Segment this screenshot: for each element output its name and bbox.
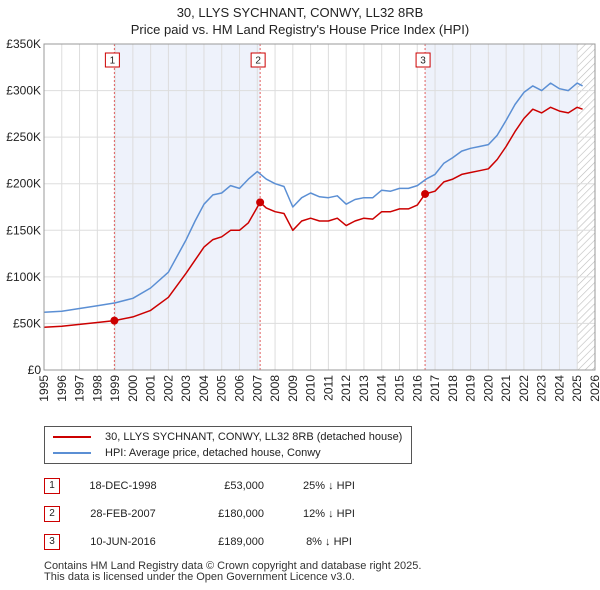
sale-number-badge: 2 (44, 506, 60, 522)
sale-hpi-delta: 8% ↓ HPI (306, 536, 352, 548)
x-tick-label: 2018 (446, 375, 460, 402)
shade-period-2 (425, 44, 578, 370)
x-tick-label: 2009 (286, 375, 300, 402)
y-tick-label: £200K (6, 177, 41, 191)
x-axis-ticks: 1995 1996 1997 1998 1999 2000 2001 2002 2003 2004… (37, 375, 600, 402)
sale-row: 1 18-DEC-1998 £53,000 25% ↓ HPI (44, 474, 444, 502)
sale-price: £189,000 (218, 536, 264, 548)
x-tick-label: 2020 (481, 375, 495, 402)
title-line-2: Price paid vs. HM Land Registry's House … (130, 22, 470, 37)
sale-price: £180,000 (218, 508, 264, 520)
hpi-series-line (43, 82, 583, 314)
y-tick-label: £100K (6, 270, 41, 284)
legend-label-hpi: HPI: Average price, detached house, Conw… (105, 447, 321, 459)
sale-date: 18-DEC-1998 (89, 480, 157, 492)
x-tick-label: 2019 (464, 375, 478, 402)
sales-table: 1 18-DEC-1998 £53,000 25% ↓ HPI 2 28-FEB… (44, 474, 444, 558)
x-tick-label: 2013 (357, 375, 371, 402)
sale-date: 10-JUN-2016 (90, 536, 156, 548)
x-tick-label: 2007 (250, 375, 264, 402)
chart-title: 30, LLYS SYCHNANT, CONWY, LL32 8RB Price… (0, 4, 600, 38)
y-tick-label: £350K (6, 37, 41, 51)
y-tick-label: £50K (13, 316, 41, 330)
x-tick-label: 2026 (588, 375, 600, 402)
series-lines (43, 82, 583, 328)
legend-swatch-red (53, 436, 91, 438)
sale-marker-label-3: 3 (420, 56, 426, 67)
x-tick-label: 2001 (144, 375, 158, 402)
future-hatch (577, 44, 595, 370)
sale-point-2 (256, 198, 265, 207)
sale-marker-label-2: 2 (255, 56, 261, 67)
x-tick-label: 2010 (304, 375, 318, 402)
shade-period-1 (114, 44, 261, 370)
sale-marker-label-1: 1 (110, 56, 116, 67)
x-tick-label: 2016 (410, 375, 424, 402)
x-tick-label: 2011 (321, 375, 335, 401)
sale-point-1 (110, 316, 119, 325)
sale-number-badge: 1 (44, 478, 60, 494)
x-tick-label: 1996 (55, 375, 69, 402)
x-tick-label: 2012 (339, 375, 353, 402)
sale-number-badge: 3 (44, 534, 60, 550)
x-tick-label: 2017 (428, 375, 442, 402)
sale-marker-box-2 (250, 52, 266, 68)
sale-points (110, 189, 430, 325)
footer-line-2: This data is licensed under the Open Gov… (44, 571, 355, 583)
footer-line-1: Contains HM Land Registry data © Crown c… (44, 560, 422, 572)
x-tick-label: 2024 (552, 375, 566, 402)
legend-swatch-blue (53, 452, 91, 454)
sale-row: 3 10-JUN-2016 £189,000 8% ↓ HPI (44, 530, 444, 558)
price-chart: 1 2 3 £0 £50K £100K £150K £200K £250K £300K £350K… (6, 37, 600, 402)
x-tick-label: 2000 (126, 375, 140, 402)
shaded-periods (114, 44, 595, 370)
x-tick-label: 1999 (108, 375, 122, 402)
x-tick-label: 2005 (215, 375, 229, 402)
x-tick-label: 2006 (233, 375, 247, 402)
title-line-1: 30, LLYS SYCHNANT, CONWY, LL32 8RB (176, 5, 424, 20)
sale-marker-box-3 (415, 52, 431, 68)
legend-label-property: 30, LLYS SYCHNANT, CONWY, LL32 8RB (deta… (105, 431, 403, 443)
y-tick-label: £0 (28, 363, 42, 377)
legend-row-property: 30, LLYS SYCHNANT, CONWY, LL32 8RB (deta… (53, 429, 402, 445)
x-tick-label: 2015 (392, 375, 406, 402)
y-axis-ticks: £0 £50K £100K £150K £200K £250K £300K £350K (6, 37, 41, 377)
x-tick-label: 2023 (535, 375, 549, 402)
footer-attribution: Contains HM Land Registry data © Crown c… (44, 561, 421, 583)
sale-price: £53,000 (224, 480, 264, 492)
property-series-line (43, 106, 583, 328)
x-tick-label: 2022 (517, 375, 531, 402)
legend-row-hpi: HPI: Average price, detached house, Conw… (53, 445, 321, 461)
x-tick-label: 2014 (375, 375, 389, 402)
x-tick-label: 2003 (179, 375, 193, 402)
legend: 30, LLYS SYCHNANT, CONWY, LL32 8RB (deta… (44, 426, 412, 464)
sale-hpi-delta: 12% ↓ HPI (303, 508, 355, 520)
sale-date: 28-FEB-2007 (90, 508, 156, 520)
sale-marker-box-1 (104, 52, 120, 68)
x-tick-label: 1998 (90, 375, 104, 402)
y-tick-label: £250K (6, 130, 41, 144)
x-tick-label: 2021 (499, 375, 513, 402)
x-tick-label: 2002 (161, 375, 175, 402)
y-tick-label: £300K (6, 84, 41, 98)
x-tick-label: 1995 (37, 375, 51, 402)
sale-marker-boxes: 1 2 3 (104, 52, 431, 68)
plot-border (43, 43, 596, 371)
sale-row: 2 28-FEB-2007 £180,000 12% ↓ HPI (44, 502, 444, 530)
x-tick-label: 1997 (73, 375, 87, 402)
sale-hpi-delta: 25% ↓ HPI (303, 480, 355, 492)
x-tick-label: 2008 (268, 375, 282, 402)
y-tick-label: £150K (6, 223, 41, 237)
x-tick-label: 2004 (197, 375, 211, 402)
x-tick-label: 2025 (570, 375, 584, 402)
sale-point-3 (421, 189, 430, 198)
